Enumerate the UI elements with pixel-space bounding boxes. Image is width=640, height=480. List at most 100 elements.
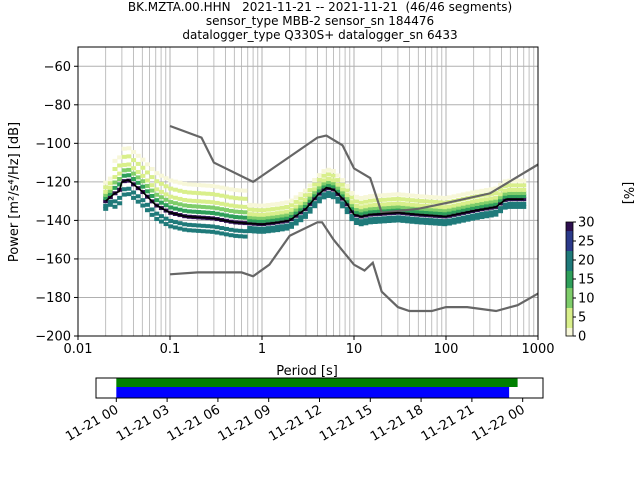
density-cell	[182, 189, 188, 194]
density-cell	[391, 207, 397, 212]
density-cell	[149, 175, 155, 180]
density-cell	[498, 206, 504, 211]
density-cell	[140, 203, 146, 208]
density-cell	[205, 205, 211, 210]
density-cell	[516, 204, 522, 209]
density-cell	[395, 207, 401, 212]
density-cell	[210, 184, 216, 189]
density-cell	[432, 218, 438, 223]
density-cell	[219, 231, 225, 236]
x-tick-label: 100	[434, 342, 459, 357]
density-cell	[168, 200, 174, 205]
colorbar-segment	[566, 321, 573, 326]
density-cell	[414, 203, 420, 208]
x-tick-label: 10	[346, 342, 363, 357]
density-cell	[149, 167, 155, 172]
density-cell	[451, 220, 457, 225]
density-cell	[163, 222, 169, 227]
density-cell	[177, 196, 183, 201]
density-cell	[405, 219, 411, 224]
colorbar: 0 5 10 15 20 25 30	[565, 216, 595, 345]
density-cell	[321, 192, 327, 197]
colorbar-segment	[566, 267, 573, 271]
density-cell	[330, 184, 336, 189]
density-cell	[484, 203, 490, 208]
density-cell	[400, 215, 406, 220]
density-cell	[498, 187, 504, 192]
density-cell	[196, 204, 202, 209]
density-cell	[442, 219, 448, 224]
colorbar-segment	[566, 313, 573, 317]
density-cell	[326, 180, 332, 185]
density-cell	[186, 182, 192, 187]
density-cell	[446, 221, 452, 226]
density-cell	[349, 195, 355, 200]
timeline-tick-label: 11-21 18	[368, 402, 426, 444]
density-cell	[158, 189, 164, 194]
density-cell	[219, 212, 225, 217]
density-cell	[223, 226, 229, 231]
density-cell	[502, 202, 508, 207]
density-cell	[474, 189, 480, 194]
timeline-bar-blue	[116, 387, 510, 398]
density-cell	[182, 181, 188, 186]
density-cell	[149, 183, 155, 188]
title-line-2: sensor_type MBB-2 sensor_sn 184476	[205, 14, 435, 28]
colorbar-segment	[566, 318, 573, 323]
density-cell	[474, 215, 480, 220]
density-cell	[163, 192, 169, 197]
density-cell	[409, 216, 415, 221]
density-cell	[233, 215, 239, 220]
density-cell	[270, 202, 276, 207]
density-cell	[288, 210, 294, 215]
density-cell	[381, 193, 387, 198]
colorbar-tick-label: 15	[578, 273, 595, 288]
density-cell	[233, 228, 239, 233]
density-cell	[354, 204, 360, 209]
density-cell	[363, 195, 369, 200]
y-tick-label: −60	[44, 60, 71, 75]
density-cell	[307, 209, 313, 214]
density-cell	[191, 198, 197, 203]
density-cell	[511, 201, 517, 206]
density-cell	[521, 187, 527, 192]
density-cell	[228, 227, 234, 232]
density-cell	[210, 205, 216, 210]
density-cell	[498, 182, 504, 187]
density-cell	[335, 185, 341, 190]
density-cell	[446, 204, 452, 209]
density-cell	[145, 183, 151, 188]
density-cell	[456, 208, 462, 213]
density-cell	[409, 208, 415, 213]
density-cell	[446, 218, 452, 223]
density-cell	[437, 218, 443, 223]
density-cell	[135, 194, 141, 199]
density-cell	[484, 211, 490, 216]
density-cell	[321, 178, 327, 183]
density-cell	[270, 217, 276, 222]
density-cell	[465, 191, 471, 196]
density-cell	[344, 183, 350, 188]
density-cell	[381, 208, 387, 213]
density-cell	[488, 199, 494, 204]
density-cell	[214, 200, 220, 205]
density-cell	[107, 199, 113, 204]
density-cell	[516, 187, 522, 192]
density-cell	[261, 212, 267, 217]
colorbar-segment	[566, 327, 573, 331]
density-cell	[395, 215, 401, 220]
density-cell	[103, 199, 109, 204]
density-cell	[521, 191, 527, 196]
density-cell	[242, 204, 248, 209]
density-cell	[107, 185, 113, 190]
colorbar-segment	[566, 239, 573, 243]
density-cell	[214, 230, 220, 235]
density-cell	[344, 199, 350, 204]
density-cell	[405, 202, 411, 207]
density-cell	[488, 196, 494, 201]
density-cell	[158, 173, 164, 178]
density-cell	[279, 224, 285, 229]
timeline-tick-label: 11-21 03	[114, 402, 172, 444]
density-cell	[135, 175, 141, 180]
density-cell	[145, 178, 151, 183]
